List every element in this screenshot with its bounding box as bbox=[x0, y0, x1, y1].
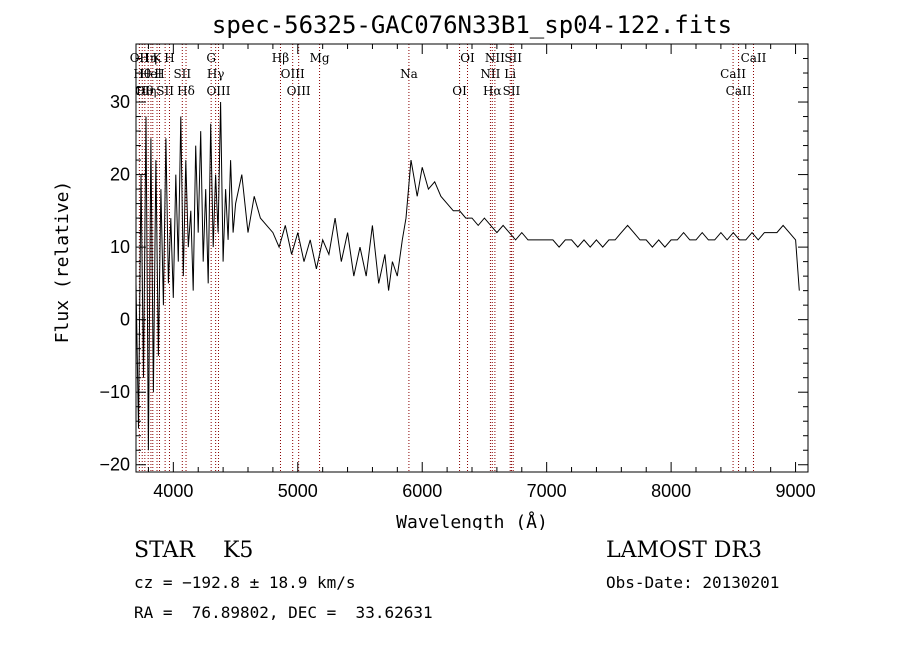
line-label-25-0: Li bbox=[504, 67, 516, 81]
y-tick-label-2: 0 bbox=[120, 310, 130, 330]
line-label-29-0: CaII bbox=[726, 84, 752, 98]
line-label-11-0: Hδ bbox=[177, 84, 195, 98]
y-tick-label-3: 10 bbox=[110, 237, 130, 257]
plot-frame bbox=[135, 43, 809, 473]
x-axis-ticks: 4000 5000 6000 7000 8000 9000 bbox=[147, 44, 816, 501]
line-label-7-0: H bbox=[154, 67, 164, 81]
line-label-23-0: Hα bbox=[483, 84, 502, 98]
y-tick-label-1: −10 bbox=[99, 382, 130, 402]
x-tick-label-5: 9000 bbox=[776, 481, 816, 501]
x-tick-label-4: 8000 bbox=[651, 481, 691, 501]
obs-date-label: Obs-Date: 20130201 bbox=[606, 573, 780, 592]
chart-title: spec-56325-GAC076N33B1_sp04-122.fits bbox=[212, 11, 732, 39]
y-axis-ticks: −20 −10 0 10 20 30 bbox=[99, 58, 808, 475]
line-label-16-0: OIII bbox=[281, 67, 305, 81]
line-label-17-0: OIII bbox=[287, 84, 311, 98]
y-axis-label: Flux (relative) bbox=[52, 181, 73, 344]
line-label-26-0: SII bbox=[503, 84, 521, 98]
line-label-10-0: SII bbox=[173, 67, 191, 81]
x-axis-label: Wavelength (Å) bbox=[396, 511, 548, 530]
line-label-14-0: OIII bbox=[206, 84, 230, 98]
line-label-18-0: Mg bbox=[310, 51, 330, 65]
y-tick-label-0: −20 bbox=[99, 455, 130, 475]
x-tick-label-0: 4000 bbox=[153, 481, 193, 501]
line-label-4-0: HeI bbox=[140, 67, 163, 81]
line-label-8-0: SII bbox=[156, 84, 174, 98]
line-label-1-0: Hθ bbox=[133, 67, 151, 81]
line-label-30-0: CaII bbox=[741, 51, 767, 65]
line-label-28-0: CaII bbox=[720, 67, 746, 81]
line-label-22-0: NII bbox=[480, 67, 500, 81]
x-tick-label-2: 6000 bbox=[402, 481, 442, 501]
x-tick-label-1: 5000 bbox=[278, 481, 318, 501]
spectral-line-markers bbox=[138, 44, 754, 472]
line-label-6-0: K bbox=[153, 51, 163, 65]
redshift-label: cz = −192.8 ± 18.9 km/s bbox=[134, 573, 356, 592]
y-tick-label-4: 20 bbox=[110, 165, 130, 185]
line-label-5-0: η bbox=[149, 84, 156, 98]
line-label-9-0: H bbox=[164, 51, 174, 65]
line-label-24-0: NII bbox=[485, 51, 505, 65]
survey-label: LAMOST DR3 bbox=[606, 538, 762, 563]
line-label-19-0: Na bbox=[400, 67, 418, 81]
x-tick-label-3: 7000 bbox=[527, 481, 567, 501]
line-label-20-0: OI bbox=[452, 84, 467, 98]
line-label-3-0: Hη bbox=[139, 51, 157, 65]
line-label-27-0: SII bbox=[504, 51, 522, 65]
spectrum-line bbox=[135, 101, 800, 451]
classification-label: STAR K5 bbox=[134, 538, 254, 563]
spectrum-chart: spec-56325-GAC076N33B1_sp04-122.fits OII… bbox=[52, 11, 816, 530]
line-label-13-0: Hγ bbox=[207, 67, 225, 81]
line-label-15-0: Hβ bbox=[272, 51, 289, 65]
spectral-line-labels: OIIHθOIHθHηHeIηKHSIIHSIIHδGHγOIIIHβOIIIO… bbox=[130, 51, 767, 98]
line-label-21-0: OI bbox=[460, 51, 475, 65]
line-label-12-0: G bbox=[206, 51, 216, 65]
line-label-0-0: OII bbox=[130, 51, 150, 65]
coordinates-label: RA = 76.89802, DEC = 33.62631 bbox=[134, 603, 433, 622]
y-tick-label-5: 30 bbox=[110, 92, 130, 112]
